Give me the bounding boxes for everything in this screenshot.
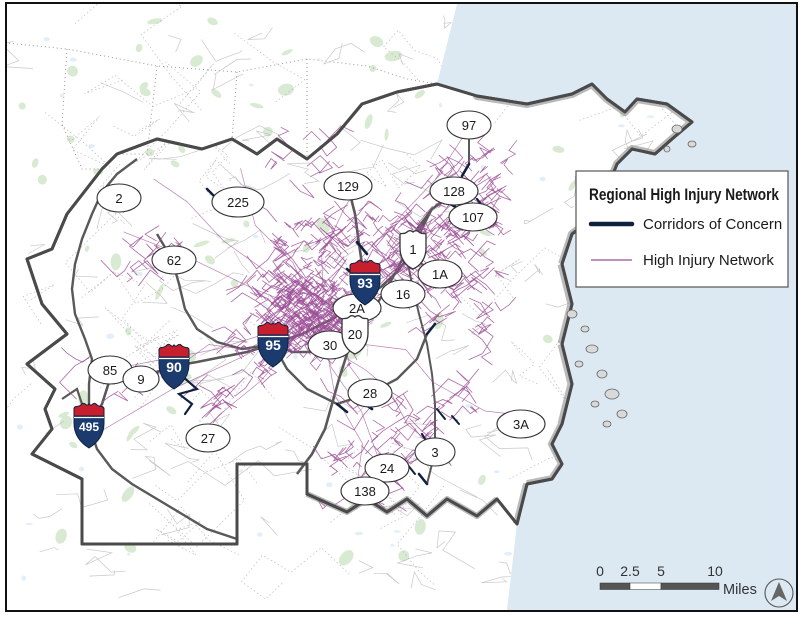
svg-text:90: 90 — [166, 359, 182, 375]
svg-text:62: 62 — [167, 253, 181, 268]
svg-text:107: 107 — [462, 210, 484, 225]
svg-text:225: 225 — [227, 195, 249, 210]
svg-text:3: 3 — [431, 445, 438, 460]
svg-text:30: 30 — [323, 338, 337, 353]
svg-text:97: 97 — [462, 118, 476, 133]
svg-text:10: 10 — [707, 563, 723, 579]
svg-text:85: 85 — [103, 363, 117, 378]
svg-text:1: 1 — [409, 242, 416, 257]
svg-text:16: 16 — [396, 287, 410, 302]
svg-text:2: 2 — [115, 191, 122, 206]
svg-text:0: 0 — [596, 563, 604, 579]
svg-text:1A: 1A — [432, 267, 448, 282]
svg-text:28: 28 — [363, 386, 377, 401]
svg-text:24: 24 — [380, 461, 394, 476]
svg-text:Regional High Injury Network: Regional High Injury Network — [589, 186, 780, 204]
svg-text:High Injury Network: High Injury Network — [643, 252, 774, 269]
svg-text:20: 20 — [348, 327, 362, 342]
svg-text:27: 27 — [201, 431, 215, 446]
svg-text:128: 128 — [443, 184, 465, 199]
svg-text:3A: 3A — [513, 417, 529, 432]
svg-text:5: 5 — [657, 563, 665, 579]
svg-text:95: 95 — [265, 337, 281, 353]
svg-text:138: 138 — [354, 484, 376, 499]
svg-text:9: 9 — [137, 372, 144, 387]
svg-text:Miles: Miles — [723, 582, 757, 598]
svg-text:93: 93 — [357, 275, 373, 291]
svg-text:129: 129 — [337, 179, 359, 194]
svg-text:2.5: 2.5 — [620, 563, 640, 579]
svg-text:495: 495 — [79, 420, 99, 434]
svg-text:Corridors of Concern: Corridors of Concern — [643, 216, 782, 233]
